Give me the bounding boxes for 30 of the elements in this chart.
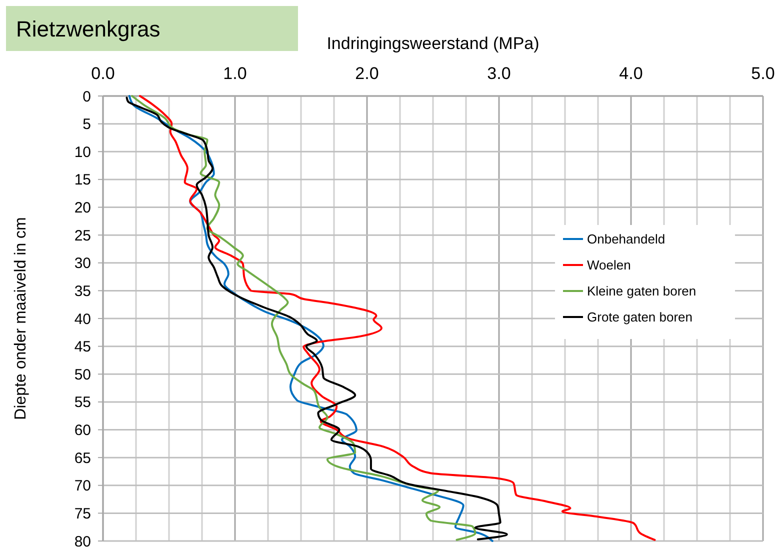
legend-label: Kleine gaten boren xyxy=(587,284,696,299)
x-tick-label: 0.0 xyxy=(91,64,115,83)
y-tick-label: 30 xyxy=(74,255,91,272)
y-tick-label: 75 xyxy=(74,505,91,522)
x-tick-label: 2.0 xyxy=(355,64,379,83)
y-tick-label: 40 xyxy=(74,310,91,328)
x-tick-label: 5.0 xyxy=(751,64,775,83)
y-tick-label: 25 xyxy=(74,227,91,244)
y-tick-label: 35 xyxy=(74,282,91,300)
y-tick-label: 55 xyxy=(74,394,91,412)
x-axis-title: Indringingsweerstand (MPa) xyxy=(326,34,540,53)
chart-title: Rietzwenkgras xyxy=(16,16,160,42)
legend-label: Grote gaten boren xyxy=(587,310,693,325)
y-tick-label: 15 xyxy=(74,172,91,189)
x-tick-label: 3.0 xyxy=(487,64,511,83)
y-tick-label: 70 xyxy=(74,478,91,495)
y-tick-label: 5 xyxy=(82,116,91,134)
y-tick-label: 20 xyxy=(74,200,91,216)
legend-label: Onbehandeld xyxy=(587,232,666,247)
y-tick-label: 50 xyxy=(74,366,91,384)
y-tick-label: 60 xyxy=(74,422,91,439)
x-tick-label: 1.0 xyxy=(223,64,247,83)
y-tick-label: 10 xyxy=(74,144,91,161)
y-tick-label: 0 xyxy=(82,88,91,106)
legend-label: Woelen xyxy=(587,258,631,273)
x-tick-label: 4.0 xyxy=(619,64,643,83)
y-tick-label: 45 xyxy=(74,338,91,356)
y-tick-label: 80 xyxy=(74,533,91,550)
y-axis-title: Diepte onder maaiveld in cm xyxy=(12,217,30,420)
y-tick-label: 65 xyxy=(74,450,91,467)
